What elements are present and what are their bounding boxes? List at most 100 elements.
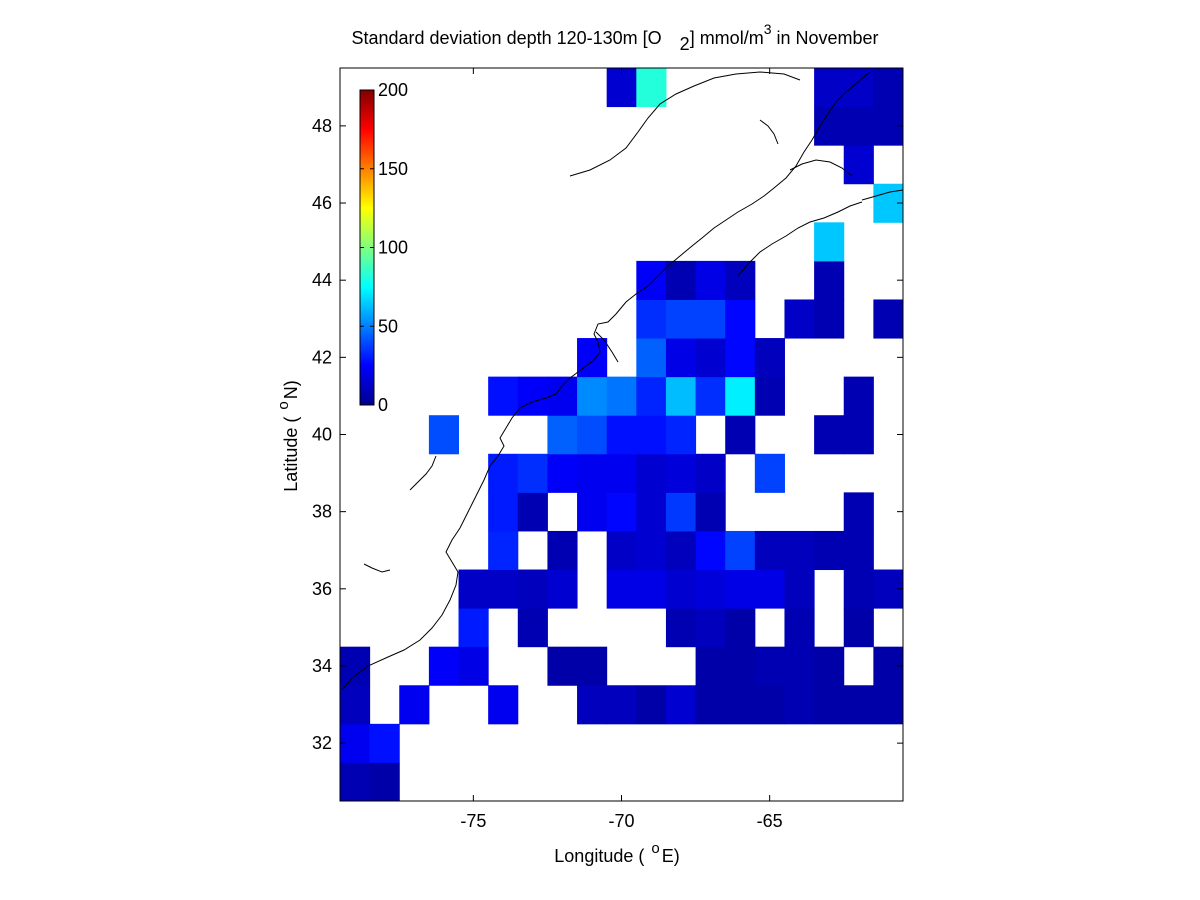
heatmap-cell <box>369 723 400 763</box>
heatmap-cell <box>488 569 519 609</box>
heatmap-cell <box>665 376 697 416</box>
heatmap-cell <box>843 492 874 532</box>
heatmap-cell <box>577 646 608 686</box>
colorbar-ticks: 0 50 100 150 200 <box>360 80 408 415</box>
y-tick-label: 40 <box>312 425 332 445</box>
heatmap-cell <box>903 377 933 416</box>
heatmap-cell <box>843 415 874 455</box>
heatmap-cell <box>754 530 785 571</box>
y-tick-label: 36 <box>312 579 332 599</box>
heatmap-cell <box>636 569 667 609</box>
heatmap-cell <box>517 492 548 532</box>
heatmap-cell <box>636 260 667 300</box>
heatmap-cell <box>695 453 726 493</box>
heatmap-cell <box>725 376 756 416</box>
heatmap-cell <box>754 569 785 609</box>
heatmap-cell <box>547 376 578 416</box>
heatmap-cell <box>665 260 697 300</box>
heatmap-cell <box>606 453 637 493</box>
heatmap-cell <box>814 68 845 108</box>
heatmap-cell <box>903 68 933 107</box>
heatmap-cell <box>606 492 637 532</box>
heatmap-cell <box>843 530 874 571</box>
heatmap-cell <box>903 492 933 531</box>
heatmap-cell <box>636 685 667 725</box>
y-tick-label: 42 <box>312 347 332 367</box>
heatmap-cell <box>873 685 903 725</box>
heatmap-cell <box>340 762 371 801</box>
chart-title-tail: in November <box>771 28 878 48</box>
colorbar-tick-label: 50 <box>378 316 398 336</box>
heatmap-cell <box>814 260 845 300</box>
heatmap-cell <box>903 415 933 454</box>
chart-title-superscript: 3 <box>764 21 772 37</box>
heatmap-cell <box>340 685 371 725</box>
heatmap-cell <box>903 685 933 724</box>
x-tick-label: -70 <box>608 811 634 831</box>
heatmap-cell <box>428 415 460 455</box>
heatmap-cell <box>665 492 697 532</box>
heatmap-cell <box>784 685 815 725</box>
heatmap-cell <box>725 338 756 378</box>
heatmap-cell <box>814 299 845 339</box>
x-tick-label: -65 <box>757 811 783 831</box>
y-axis: 32 34 36 38 40 42 44 46 48 <box>312 116 903 753</box>
colorbar-tick-label: 0 <box>378 395 388 415</box>
heatmap-cell <box>725 415 756 455</box>
y-tick-label: 46 <box>312 193 332 213</box>
heatmap-cell <box>369 762 400 801</box>
heatmap-cell <box>577 338 608 378</box>
heatmap-cell <box>725 685 756 725</box>
heatmap-cell <box>695 646 726 686</box>
heatmap-cell <box>547 569 578 609</box>
heatmap-cell <box>399 685 430 725</box>
heatmap-cell <box>903 570 933 609</box>
heatmap-cell <box>725 530 756 571</box>
heatmap-cell <box>665 415 697 455</box>
heatmap-cell <box>843 569 874 609</box>
heatmap-cell <box>577 376 608 416</box>
heatmap-cell <box>695 530 726 571</box>
heatmap-cell <box>636 415 667 455</box>
chart-title-unit: ] mmol/m <box>690 28 764 48</box>
heatmap-cell <box>843 145 874 185</box>
heatmap-cell <box>606 68 637 108</box>
heatmap-cell <box>814 646 845 686</box>
heatmap-cell <box>577 492 608 532</box>
heatmap-cell <box>636 492 667 532</box>
heatmap-cell <box>488 453 519 493</box>
heatmap-cell <box>458 608 489 648</box>
heatmap-cell <box>695 299 726 339</box>
x-tick-label: -75 <box>460 811 486 831</box>
heatmap-cell <box>754 646 785 686</box>
heatmap-cell <box>843 376 874 416</box>
heatmap-cell <box>784 530 815 571</box>
chart-title: Standard deviation depth 120-130m [O 2] m… <box>351 21 878 54</box>
x-axis-label: Longitude ( o E) <box>554 840 679 866</box>
heatmap-cell <box>636 453 667 493</box>
heatmap-cell <box>843 608 874 648</box>
heatmap-cell <box>665 685 697 725</box>
heatmap-cell <box>606 415 637 455</box>
heatmap-cell <box>547 530 578 571</box>
heatmap-cell <box>903 299 933 338</box>
heatmap-cell <box>517 453 548 493</box>
heatmap-cell <box>903 107 933 146</box>
heatmap-cell <box>754 685 785 725</box>
heatmap-cell <box>695 685 726 725</box>
heatmap-cell <box>784 569 815 609</box>
heatmap-cell <box>814 222 845 262</box>
heatmap-cell <box>843 68 874 108</box>
heatmap-cell <box>458 569 489 609</box>
heatmap-cell <box>458 646 489 686</box>
heatmap-cell <box>725 646 756 686</box>
heatmap-cell <box>784 299 815 339</box>
heatmap-cell <box>903 29 933 68</box>
heatmap-cell <box>636 299 667 339</box>
heatmap-cell <box>606 376 637 416</box>
x-axis: -75 -70 -65 <box>460 68 783 831</box>
y-tick-label: 48 <box>312 116 332 136</box>
heatmap-cell <box>547 646 578 686</box>
heatmap-cells <box>340 29 933 801</box>
